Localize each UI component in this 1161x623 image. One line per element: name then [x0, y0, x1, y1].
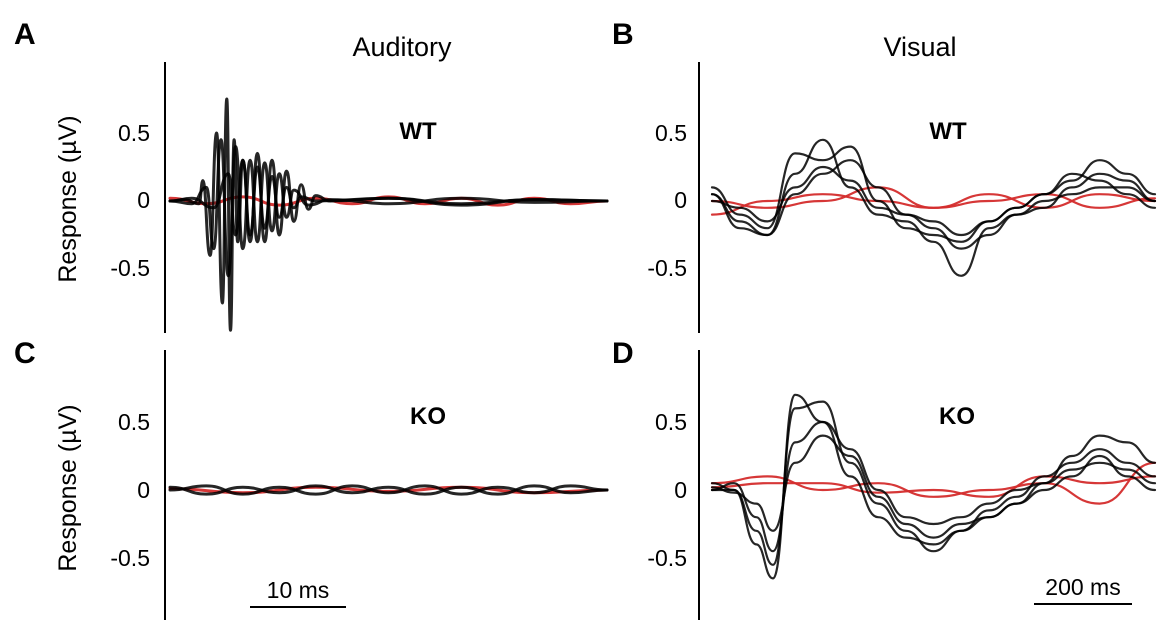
response-trace-2	[168, 484, 609, 496]
scale-bar-label: 200 ms	[1045, 574, 1120, 600]
control-trace-1	[710, 186, 1157, 209]
title-auditory: Auditory	[352, 32, 452, 62]
y-tick-label: 0.5	[655, 120, 687, 146]
panel-letter-c: C	[14, 337, 36, 370]
response-trace-1	[168, 484, 609, 496]
y-tick-label: 0.5	[118, 409, 150, 435]
genotype-label: KO	[939, 403, 975, 430]
y-tick-label: -0.5	[110, 255, 150, 281]
y-tick-label: -0.5	[647, 255, 687, 281]
panel-c: 0.5 0 -0.5 KO 10 ms	[110, 350, 609, 620]
response-trace-3	[710, 145, 1157, 243]
y-tick-label: 0	[674, 477, 687, 503]
panel-b: 0.5 0 -0.5 WT	[647, 62, 1157, 333]
panel-letter-d: D	[612, 337, 634, 370]
panel-a: 0.5 0 -0.5 WT	[110, 62, 609, 333]
response-trace-1	[168, 97, 609, 332]
response-trace-2	[168, 138, 609, 278]
response-trace-5	[710, 434, 1157, 539]
control-trace-0	[710, 461, 1157, 505]
response-trace-3	[710, 400, 1157, 566]
panel-d: 0.5 0 -0.5 KO 200 ms	[647, 350, 1157, 620]
response-trace-4	[710, 165, 1157, 250]
response-trace-2	[710, 393, 1157, 580]
scale-bar-label: 10 ms	[267, 577, 330, 603]
y-tick-label: -0.5	[110, 545, 150, 571]
response-trace-4	[710, 420, 1157, 553]
response-trace-3	[168, 151, 609, 244]
genotype-label: KO	[410, 403, 446, 430]
y-tick-label: 0	[674, 187, 687, 213]
response-trace-5	[710, 159, 1157, 237]
y-axis-label-top: Response (µV)	[54, 115, 82, 282]
response-trace-2	[710, 138, 1157, 277]
y-tick-label: 0	[137, 187, 150, 213]
y-tick-label: 0	[137, 477, 150, 503]
panel-letter-b: B	[612, 18, 634, 51]
y-axis-label-bottom: Response (µV)	[54, 404, 82, 571]
panel-letter-a: A	[14, 18, 36, 51]
y-tick-label: 0.5	[655, 409, 687, 435]
y-tick-label: 0.5	[118, 120, 150, 146]
control-trace-1	[710, 475, 1157, 498]
y-tick-label: -0.5	[647, 545, 687, 571]
genotype-label: WT	[399, 118, 437, 145]
title-visual: Visual	[883, 32, 956, 62]
genotype-label: WT	[929, 118, 967, 145]
